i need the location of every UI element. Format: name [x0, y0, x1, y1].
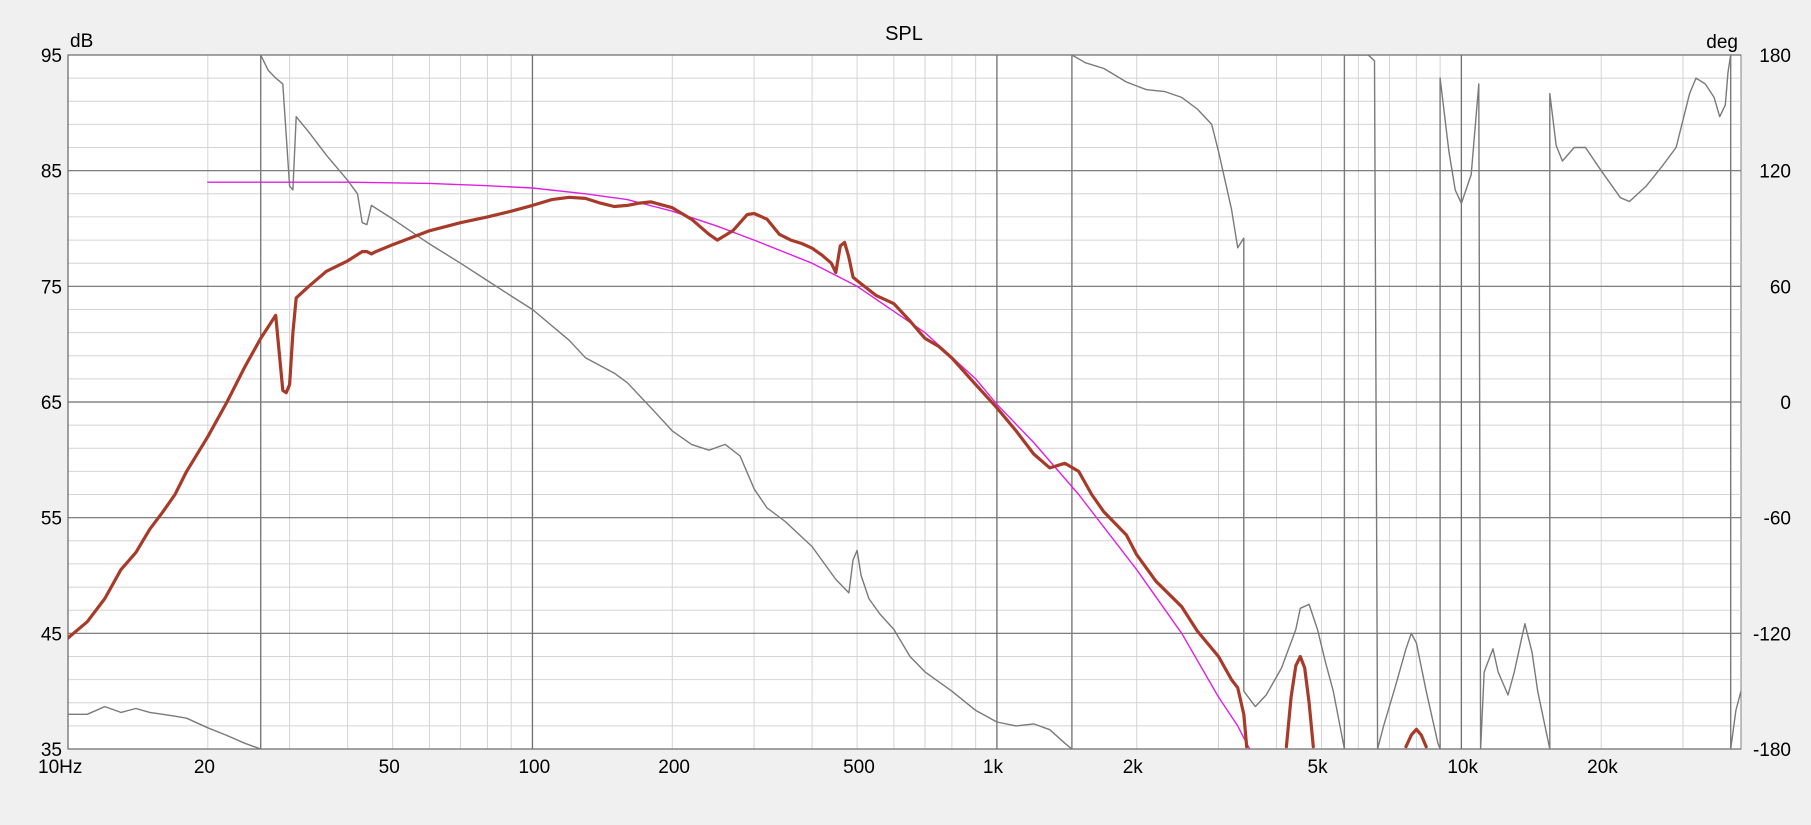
y2-tick-label: 0	[1780, 393, 1791, 414]
y-tick-label: 55	[41, 509, 62, 530]
y2-tick-label: 120	[1759, 162, 1791, 183]
x-tick-label: 100	[518, 757, 550, 778]
series-layer	[68, 55, 1741, 749]
x-tick-label: 20	[194, 757, 215, 778]
y-tick-labels: 95 85 75 65 55 45 35	[41, 46, 62, 761]
y-tick-label: 75	[41, 277, 62, 298]
y-tick-label: 95	[41, 46, 62, 67]
spl-curve-segment	[1404, 727, 1428, 749]
y-tick-label: 35	[41, 740, 62, 761]
spl-curve	[68, 195, 1249, 749]
y2-axis-unit-label: deg	[1706, 32, 1738, 53]
target-curve	[207, 181, 1251, 749]
y2-tick-label: -60	[1764, 509, 1791, 530]
phase-curve	[68, 55, 1741, 749]
x-tick-labels: 10Hz 20 50 100 200 500 1k 2k 5k 10k 20k	[38, 757, 1618, 778]
x-tick-label: 10Hz	[38, 757, 82, 778]
y-tick-label: 65	[41, 393, 62, 414]
y2-tick-label: -180	[1753, 740, 1791, 761]
spl-curve-segment	[1284, 654, 1315, 749]
x-tick-label: 1k	[983, 757, 1004, 778]
y2-tick-label: 60	[1770, 277, 1791, 298]
x-tick-label: 500	[843, 757, 875, 778]
chart-title: SPL	[885, 23, 923, 45]
grid-major	[67, 54, 1741, 750]
y-tick-label: 45	[41, 624, 62, 645]
y2-tick-label: -120	[1753, 624, 1791, 645]
x-tick-label: 50	[379, 757, 400, 778]
x-tick-label: 2k	[1123, 757, 1144, 778]
y2-tick-label: 180	[1759, 46, 1791, 67]
y2-tick-labels: 180 120 60 0 -60 -120 -180	[1753, 46, 1791, 761]
x-tick-label: 5k	[1308, 757, 1329, 778]
x-tick-label: 20k	[1587, 757, 1618, 778]
y-tick-label: 85	[41, 162, 62, 183]
y-axis-unit-label: dB	[70, 31, 93, 52]
x-tick-label: 10k	[1447, 757, 1478, 778]
x-tick-label: 200	[658, 757, 690, 778]
